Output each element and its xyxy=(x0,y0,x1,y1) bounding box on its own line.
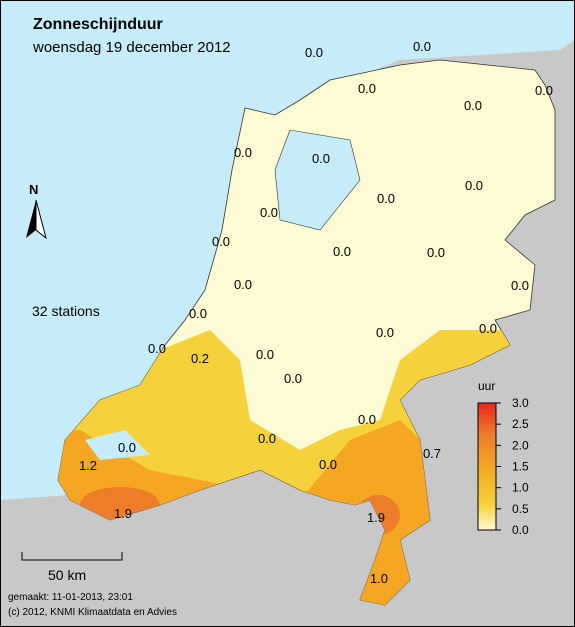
station-value: 1.0 xyxy=(370,571,388,586)
station-value: 0.0 xyxy=(305,45,323,60)
station-value: 0.0 xyxy=(256,347,274,362)
footer: (c) 2012, KNMI Klimaatdata en Advies xyxy=(8,607,177,618)
north-arrow xyxy=(26,200,36,238)
station-value: 0.0 xyxy=(377,191,395,206)
station-value: 0.0 xyxy=(258,431,276,446)
station-value: 0.0 xyxy=(535,83,553,98)
station-value: 0.0 xyxy=(189,306,207,321)
footer: gemaakt: 11-01-2013, 23:01 xyxy=(8,592,133,603)
station-value: 0.0 xyxy=(312,151,330,166)
legend-tick-label: 2.5 xyxy=(512,417,529,431)
station-value: 0.0 xyxy=(413,39,431,54)
legend-tick-label: 2.0 xyxy=(512,438,529,452)
station-value: 0.0 xyxy=(358,412,376,427)
north-label: N xyxy=(29,182,38,197)
legend-tick-label: 0.5 xyxy=(512,502,529,516)
station-value: 0.0 xyxy=(333,244,351,259)
legend-bar xyxy=(477,402,497,531)
legend-tick-label: 1.0 xyxy=(512,481,529,495)
scale-label: 50 km xyxy=(48,567,86,583)
subtitle: woensdag 19 december 2012 xyxy=(32,39,231,56)
station-value: 0.0 xyxy=(212,234,230,249)
station-value: 0.0 xyxy=(464,98,482,113)
station-value: 1.9 xyxy=(114,506,132,521)
station-value: 1.9 xyxy=(367,510,385,525)
scale-bar xyxy=(21,552,123,561)
station-value: 0.0 xyxy=(319,457,337,472)
legend-tick-label: 3.0 xyxy=(512,396,529,410)
estuary xyxy=(85,430,150,460)
legend-unit: uur xyxy=(478,379,495,393)
ijsselmeer xyxy=(274,129,361,231)
station-value: 0.0 xyxy=(148,341,166,356)
station-value: 0.0 xyxy=(465,178,483,193)
legend-tick-label: 0.0 xyxy=(512,523,529,537)
station-value: 0.0 xyxy=(358,81,376,96)
title: Zonneschijnduur xyxy=(33,16,163,33)
station-value: 0.0 xyxy=(479,321,497,336)
station-value: 0.0 xyxy=(427,245,445,260)
station-value: 0.0 xyxy=(234,277,252,292)
station-value: 0.0 xyxy=(260,205,278,220)
station-value: 0.0 xyxy=(376,325,394,340)
station-count: 32 stations xyxy=(32,303,100,319)
station-value: 1.2 xyxy=(79,458,97,473)
station-value: 0.0 xyxy=(234,145,252,160)
north-arrow xyxy=(35,199,47,240)
station-value: 0.0 xyxy=(511,278,529,293)
station-value: 0.2 xyxy=(191,351,209,366)
station-value: 0.0 xyxy=(284,371,302,386)
station-value: 0.7 xyxy=(423,446,441,461)
legend-tick-label: 1.5 xyxy=(512,460,529,474)
station-value: 0.0 xyxy=(118,440,136,455)
